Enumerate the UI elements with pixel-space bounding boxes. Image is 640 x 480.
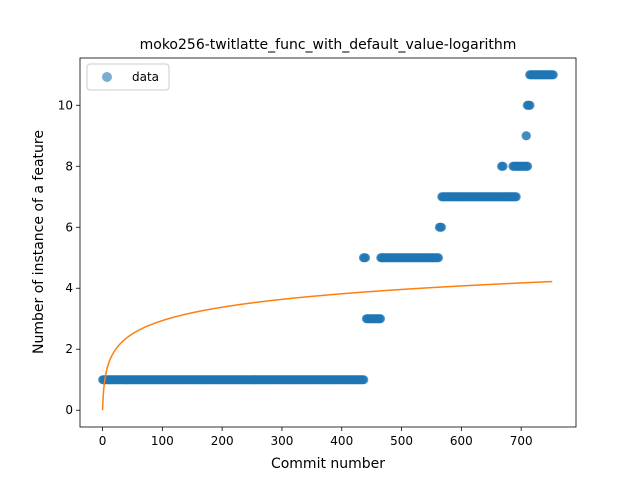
axes-frame xyxy=(79,57,577,428)
data-point xyxy=(511,192,521,202)
y-tick-label: 2 xyxy=(65,342,73,356)
fit-curve xyxy=(101,280,553,411)
legend: data xyxy=(86,63,170,91)
x-tick-label: 400 xyxy=(330,434,353,448)
y-tick-label: 4 xyxy=(65,281,73,295)
data-point xyxy=(522,131,532,141)
x-tick-label: 700 xyxy=(510,434,533,448)
data-point xyxy=(376,314,386,324)
data-point xyxy=(361,253,371,263)
y-axis-label: Number of instance of a feature xyxy=(31,130,47,354)
x-tick-label: 100 xyxy=(151,434,174,448)
data-point xyxy=(359,375,369,385)
x-tick-label: 300 xyxy=(270,434,293,448)
y-tick-label: 0 xyxy=(65,403,73,417)
data-point xyxy=(523,161,533,171)
data-point xyxy=(525,100,535,110)
x-tick-label: 600 xyxy=(450,434,473,448)
chart-title: moko256-twitlatte_func_with_default_valu… xyxy=(140,37,517,53)
legend-label-data: data xyxy=(132,70,159,84)
data-point xyxy=(437,222,447,232)
x-axis-ticks: 0 100 200 300 400 500 600 700 xyxy=(99,427,533,448)
data-point xyxy=(434,253,444,263)
plot-area xyxy=(79,57,577,428)
y-tick-label: 8 xyxy=(65,159,73,173)
legend-marker-data xyxy=(102,72,112,82)
x-tick-label: 0 xyxy=(99,434,107,448)
y-tick-label: 10 xyxy=(58,98,73,112)
legend-box xyxy=(86,63,170,91)
y-tick-label: 6 xyxy=(65,220,73,234)
x-tick-label: 500 xyxy=(390,434,413,448)
x-tick-label: 200 xyxy=(211,434,234,448)
x-axis-label: Commit number xyxy=(271,456,385,472)
data-point xyxy=(548,70,558,80)
y-axis-ticks: 0 2 4 6 8 10 xyxy=(58,98,80,417)
data-point xyxy=(498,161,508,171)
